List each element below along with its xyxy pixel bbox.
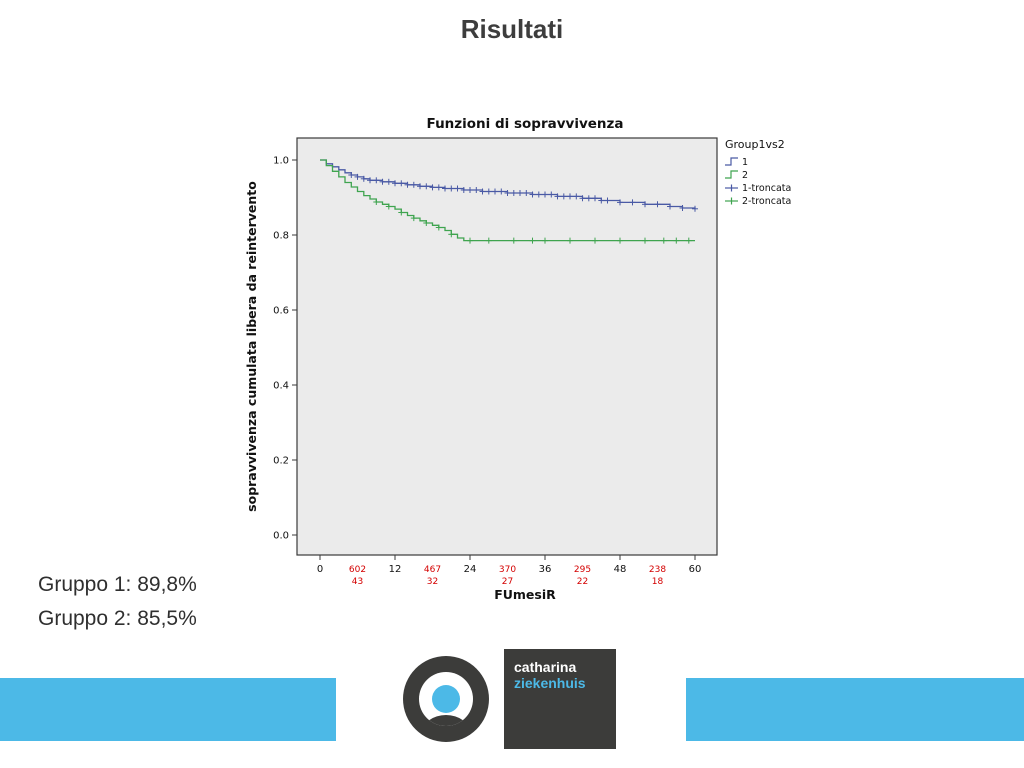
svg-text:22: 22	[577, 577, 588, 587]
svg-text:0.0: 0.0	[273, 531, 289, 542]
svg-text:295: 295	[574, 565, 591, 575]
svg-text:32: 32	[427, 577, 438, 587]
results-text: Gruppo 1: 89,8% Gruppo 2: 85,5%	[38, 568, 197, 636]
svg-text:2: 2	[742, 170, 748, 181]
svg-text:60: 60	[689, 564, 702, 575]
svg-text:0.2: 0.2	[273, 456, 289, 467]
svg-text:Funzioni di sopravvivenza: Funzioni di sopravvivenza	[427, 116, 624, 132]
svg-text:238: 238	[649, 565, 666, 575]
svg-text:27: 27	[502, 577, 513, 587]
svg-text:Group1vs2: Group1vs2	[725, 138, 785, 151]
svg-text:467: 467	[424, 565, 441, 575]
svg-text:370: 370	[499, 565, 516, 575]
svg-text:24: 24	[464, 564, 477, 575]
svg-text:602: 602	[349, 565, 366, 575]
footer-accent-bar-left	[0, 678, 336, 741]
person-circle-icon	[388, 649, 504, 749]
hospital-logo-icon	[388, 649, 504, 749]
group2-result: Gruppo 2: 85,5%	[38, 607, 197, 630]
svg-text:sopravvivenza cumulata libera: sopravvivenza cumulata libera da reinter…	[244, 181, 259, 512]
footer-accent-bar-right	[686, 678, 1024, 741]
svg-text:0.6: 0.6	[273, 306, 289, 317]
svg-text:1.0: 1.0	[273, 156, 289, 167]
survival-chart-svg: Funzioni di sopravvivenza 0.0 0.2 0.4 0.6 0.8…	[244, 116, 791, 602]
svg-text:12: 12	[389, 564, 402, 575]
page-title: Risultati	[460, 14, 564, 44]
svg-text:18: 18	[652, 577, 664, 587]
svg-text:0.8: 0.8	[273, 231, 289, 242]
group1-result: Gruppo 1: 89,8%	[38, 573, 197, 596]
hospital-logo-text: catharina ziekenhuis	[504, 649, 616, 749]
svg-text:48: 48	[614, 564, 627, 575]
svg-text:36: 36	[539, 564, 552, 575]
svg-text:1-troncata: 1-troncata	[742, 183, 791, 194]
hospital-logo: catharina ziekenhuis	[388, 649, 616, 749]
svg-text:0: 0	[317, 564, 323, 575]
logo-name-line1: catharina	[514, 659, 577, 675]
svg-text:FUmesiR: FUmesiR	[494, 587, 556, 602]
survival-chart: Funzioni di sopravvivenza 0.0 0.2 0.4 0.6 0.8…	[240, 100, 820, 612]
svg-text:43: 43	[352, 577, 363, 587]
logo-name-line2: ziekenhuis	[514, 675, 586, 691]
svg-text:0.4: 0.4	[273, 381, 289, 392]
svg-text:2-troncata: 2-troncata	[742, 196, 791, 207]
svg-text:1: 1	[742, 157, 748, 168]
